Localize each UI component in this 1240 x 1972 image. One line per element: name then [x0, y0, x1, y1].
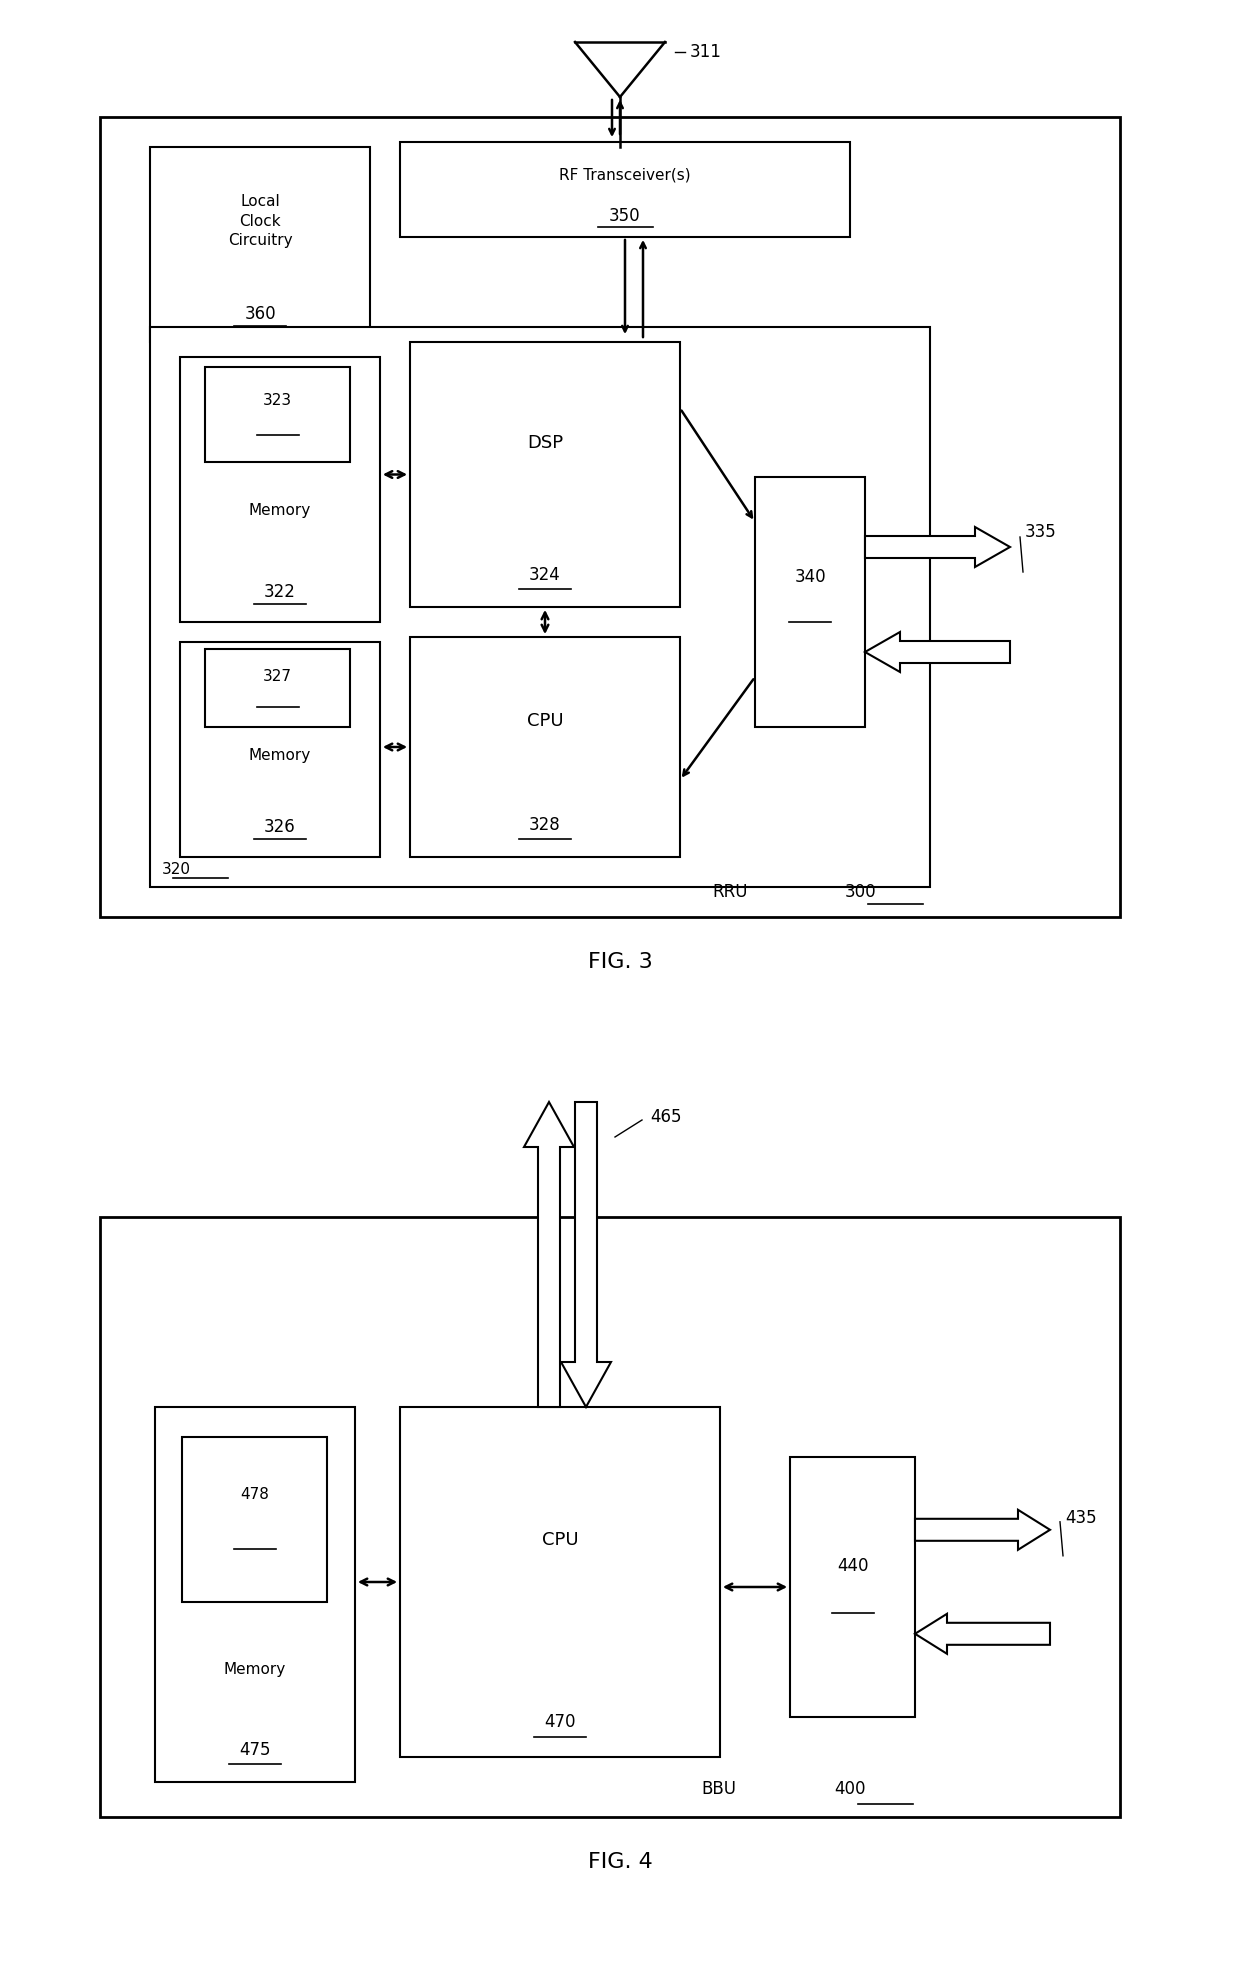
Text: FIG. 3: FIG. 3 — [588, 952, 652, 972]
Bar — [100, 116, 1120, 917]
Bar — [182, 1438, 327, 1601]
Text: 335: 335 — [1025, 523, 1056, 540]
Text: CPU: CPU — [542, 1530, 578, 1548]
Text: 324: 324 — [529, 566, 560, 584]
Bar — [150, 148, 370, 341]
Text: Local
Clock
Circuitry: Local Clock Circuitry — [228, 195, 293, 248]
Bar — [790, 1457, 915, 1718]
Text: Memory: Memory — [224, 1662, 286, 1676]
Text: FIG. 4: FIG. 4 — [588, 1852, 652, 1871]
Bar — [100, 1217, 1120, 1816]
Bar — [401, 142, 849, 237]
Text: DSP: DSP — [527, 434, 563, 452]
FancyArrow shape — [915, 1613, 1050, 1655]
Bar — [401, 1406, 720, 1757]
Text: 465: 465 — [650, 1108, 682, 1126]
FancyArrow shape — [525, 1102, 574, 1406]
Text: 323: 323 — [263, 392, 293, 408]
Text: 475: 475 — [239, 1741, 270, 1759]
Text: 328: 328 — [529, 816, 560, 834]
Bar — [410, 637, 680, 858]
Text: 311: 311 — [689, 43, 722, 61]
Bar — [180, 643, 379, 858]
Text: CPU: CPU — [527, 712, 563, 730]
Text: 478: 478 — [241, 1487, 269, 1503]
Text: 300: 300 — [844, 883, 877, 901]
Text: RF Transceiver(s): RF Transceiver(s) — [559, 168, 691, 183]
FancyArrow shape — [866, 527, 1011, 568]
Text: 400: 400 — [835, 1781, 866, 1798]
Text: 327: 327 — [263, 669, 291, 684]
Text: 340: 340 — [794, 568, 826, 586]
Text: 360: 360 — [244, 306, 275, 323]
FancyArrow shape — [560, 1102, 611, 1406]
Text: 350: 350 — [609, 207, 641, 225]
Bar — [410, 341, 680, 607]
Text: RRU: RRU — [712, 883, 748, 901]
Text: 322: 322 — [264, 584, 296, 601]
Text: 326: 326 — [264, 818, 296, 836]
Text: 470: 470 — [544, 1714, 575, 1731]
Bar — [180, 357, 379, 621]
Text: 320: 320 — [162, 862, 191, 876]
FancyArrow shape — [866, 631, 1011, 672]
Bar — [205, 649, 350, 728]
Text: 435: 435 — [1065, 1509, 1096, 1526]
Text: 440: 440 — [837, 1558, 868, 1576]
Bar — [155, 1406, 355, 1783]
Bar — [205, 367, 350, 461]
Text: Memory: Memory — [249, 503, 311, 519]
Bar — [755, 477, 866, 728]
Bar — [150, 327, 930, 887]
FancyArrow shape — [915, 1511, 1050, 1550]
Text: Memory: Memory — [249, 749, 311, 763]
Text: BBU: BBU — [702, 1781, 737, 1798]
